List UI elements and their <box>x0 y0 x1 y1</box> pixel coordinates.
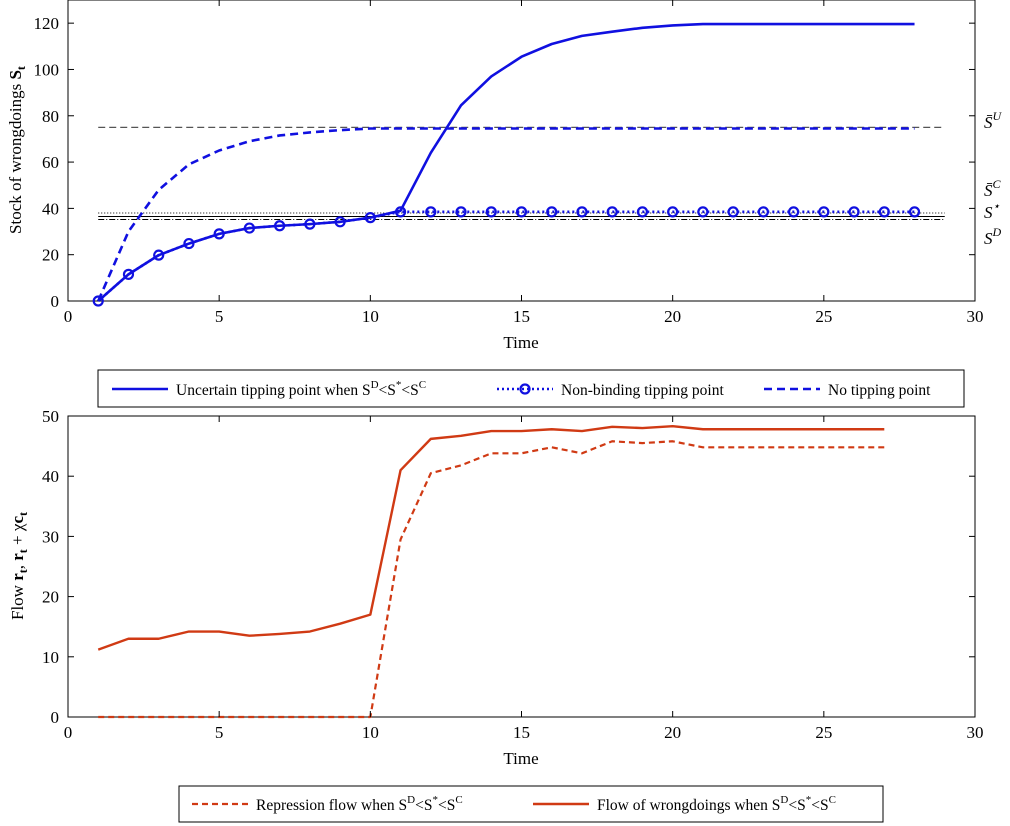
stock-y-axis-label: Stock of wrongdoings St <box>6 66 28 234</box>
series-marker <box>878 206 890 218</box>
reference-line-label: S̄C <box>984 177 1002 200</box>
legend-label-nonbinding: Non-binding tipping point <box>561 382 724 399</box>
x-tick-label: 10 <box>362 723 379 742</box>
series-marker <box>213 228 225 240</box>
series-marker <box>546 206 558 218</box>
y-tick-label: 40 <box>42 467 59 486</box>
legend-marker-nonbinding <box>519 383 531 395</box>
series-marker <box>727 206 739 218</box>
y-tick-label: 40 <box>42 199 59 218</box>
y-tick-label: 80 <box>42 107 59 126</box>
flow-x-axis-label: Time <box>503 749 538 768</box>
series-repression-flow <box>98 440 885 719</box>
series-marker <box>92 295 104 307</box>
series-marker <box>425 206 437 218</box>
series-marker <box>122 268 135 280</box>
series-marker <box>606 206 618 218</box>
series-marker <box>485 206 497 218</box>
series-marker <box>183 237 195 250</box>
x-tick-label: 25 <box>815 723 832 742</box>
y-tick-label: 60 <box>42 153 59 172</box>
y-tick-label: 20 <box>42 246 59 265</box>
series-uncertain-tipping <box>97 22 915 302</box>
series-wrongdoings-flow <box>97 425 885 651</box>
stock-plot-frame <box>67 0 976 302</box>
series-marker <box>394 206 407 218</box>
reference-line-labels: S̄U S̄CS⋆ SD <box>984 109 1003 248</box>
y-tick-label: 10 <box>42 648 59 667</box>
series-marker <box>787 206 800 218</box>
series-marker <box>274 220 286 232</box>
stock-legend: Uncertain tipping point when SD<S*<SC No… <box>97 369 965 408</box>
flow-chart: 0 5 10 15 20 25 30 0 10 20 30 40 50 Time Flow rt, r… <box>8 407 984 768</box>
y-tick-label: 20 <box>42 588 59 607</box>
legend-label-repression: Repression flow when SD<S*<SC <box>256 794 463 814</box>
legend-label-wrongdoings: Flow of wrongdoings when SD<S*<SC <box>597 794 836 814</box>
x-tick-label: 20 <box>664 723 681 742</box>
series-marker <box>334 216 346 228</box>
x-tick-label: 20 <box>664 307 681 326</box>
reference-lines <box>98 126 945 220</box>
reference-line-label: SD <box>984 225 1002 248</box>
legend-label-notipping: No tipping point <box>828 382 931 399</box>
flow-legend-box <box>178 785 884 823</box>
series-marker <box>667 206 679 218</box>
flow-series <box>97 425 885 719</box>
y-tick-label: 0 <box>51 292 60 311</box>
x-tick-label: 0 <box>64 723 73 742</box>
flow-plot-frame <box>67 415 976 718</box>
series-marker <box>908 206 921 218</box>
x-tick-label: 25 <box>815 307 832 326</box>
stock-series <box>92 22 921 307</box>
y-tick-label: 30 <box>42 527 59 546</box>
stock-y-ticks: 0 20 40 60 80 100 120 <box>34 14 975 311</box>
flow-legend: Repression flow when SD<S*<SC Flow of wr… <box>178 785 884 823</box>
reference-line-label: S⋆ <box>984 199 1001 222</box>
x-tick-label: 15 <box>513 307 530 326</box>
y-tick-label: 120 <box>34 14 60 33</box>
flow-y-ticks: 0 10 20 30 40 50 <box>42 407 975 727</box>
series-marker <box>455 206 467 218</box>
series-nonbinding-tipping <box>97 210 915 302</box>
series-marker <box>636 206 649 218</box>
x-tick-label: 0 <box>64 307 73 326</box>
series-marker <box>515 206 528 218</box>
y-tick-label: 50 <box>42 407 59 426</box>
stock-x-ticks: 0 5 10 15 20 25 30 <box>64 0 984 326</box>
flow-x-ticks: 0 5 10 15 20 25 30 <box>64 416 984 742</box>
legend-label-uncertain: Uncertain tipping point when SD<S*<SC <box>176 379 426 399</box>
x-tick-label: 5 <box>215 307 224 326</box>
reference-line-label: S̄U <box>984 109 1003 132</box>
y-tick-label: 100 <box>34 60 60 79</box>
y-tick-label: 0 <box>51 708 60 727</box>
stock-x-axis-label: Time <box>503 333 538 352</box>
series-marker <box>153 249 165 261</box>
x-tick-label: 15 <box>513 723 530 742</box>
series-marker <box>848 206 860 218</box>
x-tick-label: 30 <box>967 307 984 326</box>
series-no-tipping <box>97 127 915 302</box>
series-marker <box>304 218 316 230</box>
series-marker <box>697 206 709 218</box>
series-marker <box>818 206 830 218</box>
series-marker <box>364 212 376 224</box>
x-tick-label: 30 <box>967 723 984 742</box>
series-marker <box>757 206 769 218</box>
series-marker <box>576 206 588 218</box>
x-tick-label: 5 <box>215 723 224 742</box>
x-tick-label: 10 <box>362 307 379 326</box>
series-marker <box>243 222 255 234</box>
flow-y-axis-label: Flow rt, rt + χct <box>8 512 30 620</box>
